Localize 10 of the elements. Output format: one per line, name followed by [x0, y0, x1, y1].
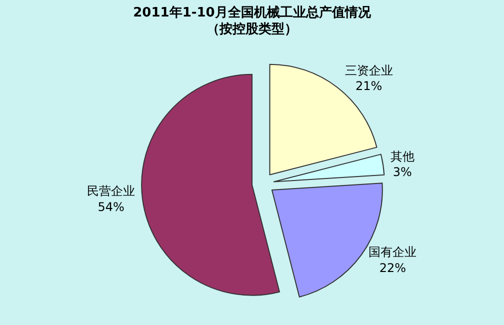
data-label: 21%	[356, 79, 382, 94]
slice-label: 国有企业	[368, 245, 417, 260]
data-label: 22%	[379, 260, 406, 275]
slice-label: 三资企业	[344, 63, 393, 78]
chart-subtitle: （按控股类型）	[206, 21, 298, 38]
slice-label: 其他	[390, 149, 414, 164]
slice-label: 民营企业	[87, 184, 136, 198]
chart-title: 2011年1-10月全国机械工业总产值情况	[133, 4, 372, 20]
data-label: 3%	[392, 164, 412, 179]
data-label: 54%	[98, 200, 124, 214]
